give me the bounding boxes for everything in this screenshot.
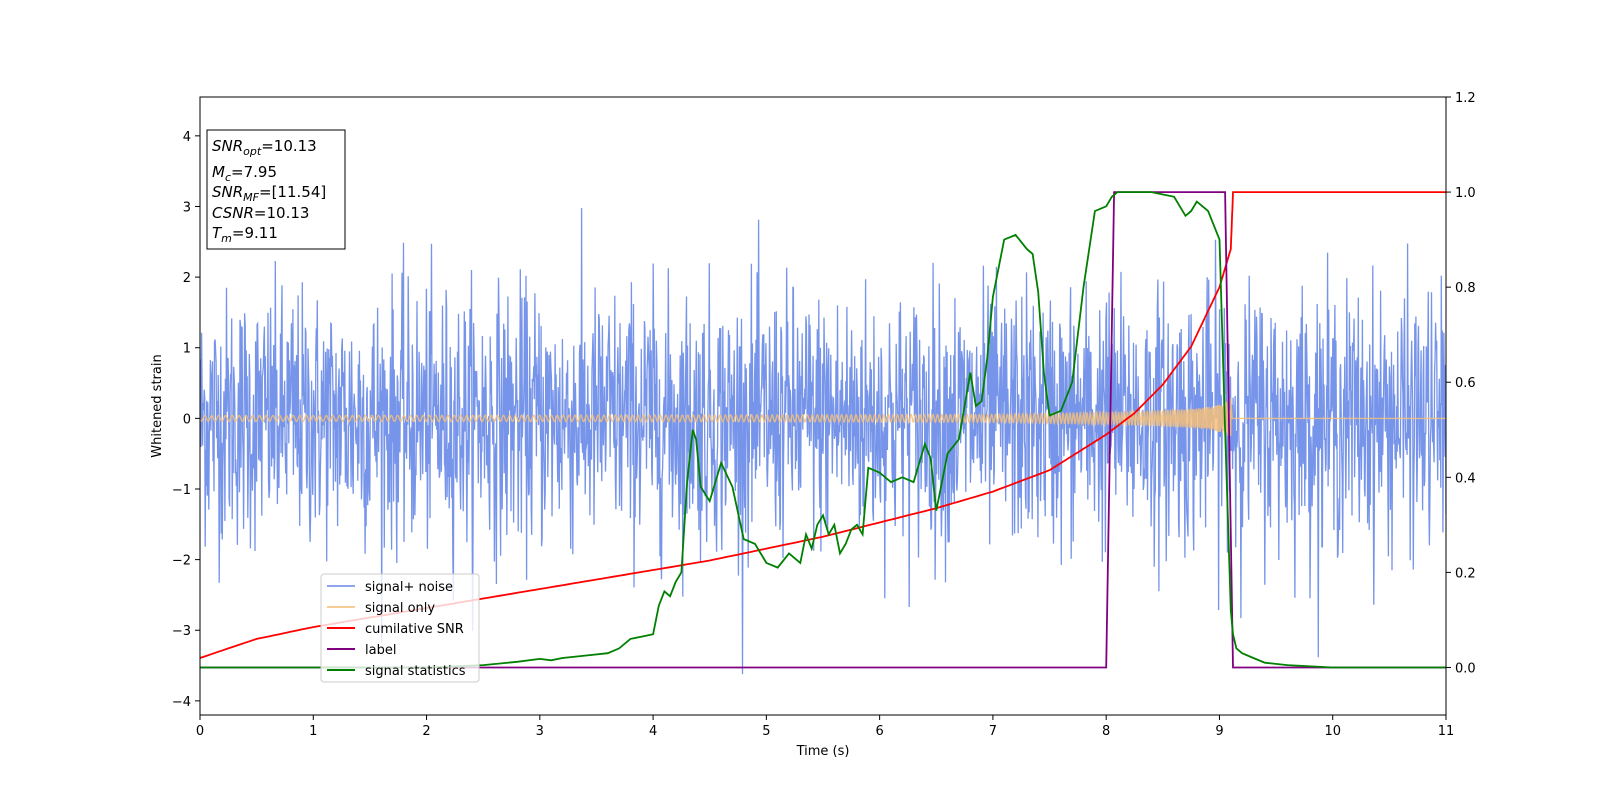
info-subscript: MF	[243, 191, 259, 204]
y-left-tick-label: 4	[183, 130, 191, 145]
series-label-line	[200, 191, 1446, 669]
legend-entry-label: signal+ noise	[365, 580, 453, 595]
info-symbol: CSNR	[212, 204, 254, 222]
info-subscript: c	[225, 171, 231, 184]
legend-entry-label: label	[365, 643, 396, 658]
y-right-tick-label: 0.0	[1455, 661, 1476, 676]
y-right-tick-label: 0.2	[1455, 566, 1476, 581]
x-tick-label: 1	[309, 724, 317, 739]
info-value: =9.11	[232, 224, 278, 242]
x-tick-label: 5	[762, 724, 770, 739]
x-tick-label: 7	[989, 724, 997, 739]
x-tick-label: 0	[196, 724, 204, 739]
y-axis-label: Whitened strain	[150, 354, 165, 457]
info-subscript: m	[221, 232, 232, 245]
info-value: =7.95	[231, 163, 277, 181]
info-value: =[11.54]	[259, 183, 326, 201]
y-left-tick-label: 3	[183, 200, 191, 215]
series-signal-noise-line	[200, 208, 1446, 675]
legend-box	[320, 573, 480, 683]
info-symbol: SNR	[212, 137, 243, 155]
info-line: SNRMF=[11.54]	[212, 183, 326, 204]
legend: signal+ noise signal only cumilative SNR la…	[320, 573, 480, 683]
axes: 0 1 2 3 4 5 6 7 8 9 10 11 −4 −3 −2 −1 0 1 2 3 4 0.0 0.2 0.4 0.6 0…	[150, 91, 1476, 759]
x-tick-label: 3	[536, 724, 544, 739]
info-symbol: M	[212, 163, 225, 181]
info-box: SNRopt=10.13Mc=7.95SNRMF=[11.54]CSNR=10.…	[206, 129, 346, 250]
plot-frame	[199, 96, 1447, 716]
x-tick-label: 2	[422, 724, 430, 739]
info-box-frame	[206, 129, 346, 250]
x-tick-label: 8	[1102, 724, 1110, 739]
y-right-tick-label: 1.0	[1455, 186, 1476, 201]
y-left-tick-label: −2	[172, 554, 191, 569]
info-line: SNRopt=10.13	[212, 137, 317, 158]
info-line: Tm=9.11	[212, 224, 278, 245]
info-subscript: opt	[243, 145, 262, 158]
series-signal-statistics-line	[200, 191, 1446, 669]
series-signal-only-line	[200, 398, 1446, 437]
y-left-tick-label: −3	[172, 624, 191, 639]
y-right-tick-label: 0.8	[1455, 281, 1476, 296]
info-line: CSNR=10.13	[212, 204, 309, 222]
x-tick-label: 11	[1438, 724, 1455, 739]
info-value: =10.13	[254, 204, 310, 222]
legend-entry-label: signal statistics	[365, 664, 466, 679]
x-axis-label: Time (s)	[796, 744, 850, 759]
y-right-tick-label: 0.4	[1455, 471, 1476, 486]
y-left-tick-label: 1	[183, 342, 191, 357]
y-left-tick-label: −4	[172, 695, 191, 710]
info-symbol: T	[212, 224, 223, 242]
info-value: =10.13	[261, 137, 317, 155]
y-left-tick-label: 2	[183, 271, 191, 286]
info-line: Mc=7.95	[212, 163, 277, 184]
legend-entry-label: signal only	[365, 601, 435, 616]
x-tick-label: 4	[649, 724, 657, 739]
x-tick-label: 10	[1324, 724, 1341, 739]
y-right-tick-label: 1.2	[1455, 91, 1476, 106]
legend-entry-label: cumilative SNR	[365, 622, 464, 637]
x-tick-label: 9	[1215, 724, 1223, 739]
y-left-tick-label: 0	[183, 412, 191, 427]
info-symbol: SNR	[212, 183, 243, 201]
y-right-tick-label: 0.6	[1455, 376, 1476, 391]
x-tick-label: 6	[875, 724, 883, 739]
y-left-tick-label: −1	[172, 483, 191, 498]
